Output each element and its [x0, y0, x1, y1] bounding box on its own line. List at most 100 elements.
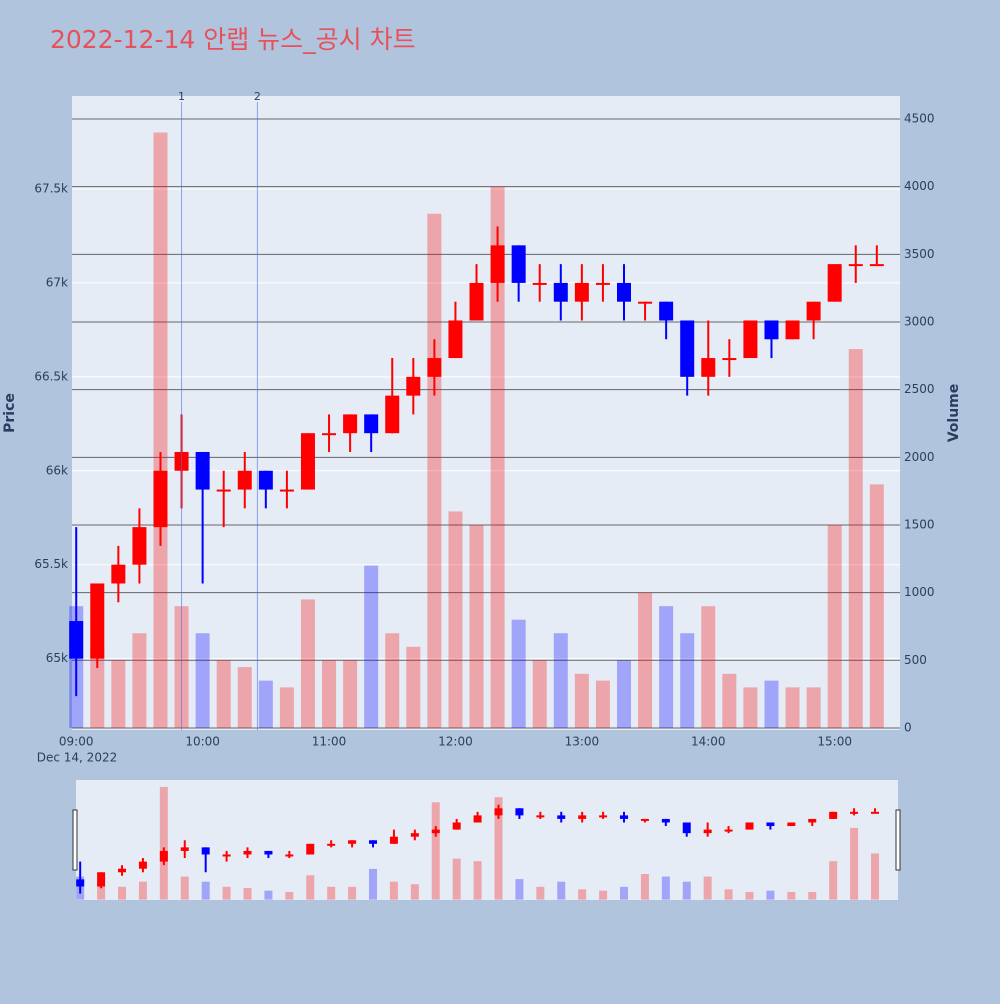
candle-body — [787, 822, 796, 827]
y2-tick-label: 2000 — [904, 450, 935, 464]
volume-bar — [680, 633, 695, 728]
candle-body — [827, 264, 842, 302]
volume-bar — [201, 881, 210, 900]
candle-body — [389, 836, 398, 844]
candle-body — [385, 395, 400, 434]
volume-bar — [90, 646, 105, 728]
candle-body — [578, 815, 587, 819]
candle-body — [348, 840, 357, 844]
volume-bar — [578, 889, 587, 900]
volume-bar — [180, 876, 189, 900]
volume-bar — [829, 861, 838, 900]
volume-bar — [703, 876, 712, 900]
candle-body — [258, 470, 273, 490]
volume-bar — [620, 886, 628, 900]
candle-body — [306, 843, 315, 855]
volume-bar — [870, 853, 879, 900]
range-handle[interactable] — [72, 809, 78, 871]
volume-bar — [766, 890, 775, 900]
volume-bar — [869, 484, 884, 728]
candle-body — [410, 833, 419, 837]
volume-bar — [536, 886, 545, 900]
candle-body — [222, 854, 231, 857]
volume-bar — [701, 606, 716, 728]
candle-body — [180, 847, 189, 851]
candle-body — [264, 850, 273, 855]
volume-bar — [279, 687, 294, 728]
candle-body — [806, 301, 821, 321]
volume-bar — [258, 680, 273, 728]
volume-bar — [764, 680, 779, 728]
volume-bar — [195, 633, 210, 728]
volume-bar — [406, 646, 421, 728]
volume-bar — [385, 633, 400, 728]
candle-body — [638, 301, 653, 304]
volume-bar — [410, 884, 419, 900]
candle-body — [599, 815, 608, 818]
candle-body — [243, 850, 252, 855]
candle-body — [364, 414, 379, 434]
candle-body — [659, 301, 674, 321]
x-tick-label: 15:00 — [817, 735, 852, 749]
candle-body — [153, 470, 168, 528]
candle-body — [132, 527, 147, 565]
candle-body — [201, 847, 210, 855]
candle-body — [111, 564, 126, 584]
volume-bar — [638, 592, 653, 728]
candle-body — [195, 451, 210, 490]
volume-bar — [473, 861, 482, 900]
x-tick-label: 13:00 — [565, 735, 600, 749]
volume-bar — [343, 660, 358, 728]
candle-body — [216, 489, 231, 492]
y-axis-title: Price — [2, 393, 18, 433]
volume-bar — [216, 660, 231, 728]
volume-bar — [285, 891, 294, 900]
candle-body — [640, 818, 649, 821]
candle-body — [574, 282, 589, 302]
candle-body — [97, 872, 106, 887]
volume-bar — [806, 687, 821, 728]
candle-body — [431, 829, 440, 834]
y2-tick-label: 500 — [904, 653, 927, 667]
range-slider[interactable] — [76, 780, 898, 900]
volume-bar — [448, 511, 463, 728]
y2-tick-label: 3000 — [904, 314, 935, 328]
candle-body — [722, 358, 737, 361]
volume-bar — [850, 827, 859, 900]
volume-bar — [557, 881, 566, 900]
plot-area — [72, 96, 900, 730]
volume-bar — [722, 673, 737, 728]
candle-body — [829, 811, 838, 819]
candle-body — [300, 433, 315, 490]
volume-bar — [808, 891, 817, 900]
volume-bar — [511, 619, 526, 728]
volume-bar — [617, 660, 631, 728]
candle-body — [511, 245, 526, 283]
candle-body — [532, 282, 547, 285]
volume-bar — [827, 524, 842, 728]
y2-tick-label: 4000 — [904, 179, 935, 193]
candle-body — [703, 829, 712, 834]
volume-bar — [532, 660, 547, 728]
volume-bar — [848, 349, 863, 728]
candle-body — [427, 358, 442, 377]
y-tick-label: 65k — [46, 651, 68, 665]
y2-tick-label: 3500 — [904, 247, 935, 261]
volume-bar — [469, 524, 484, 728]
y-tick-label: 66.5k — [34, 369, 68, 383]
volume-bar — [553, 633, 568, 728]
volume-bar — [118, 886, 127, 900]
volume-bar — [785, 687, 800, 728]
volume-bar — [264, 890, 273, 900]
range-handle[interactable] — [895, 809, 901, 871]
candle-body — [536, 815, 545, 818]
candle-body — [118, 868, 127, 873]
x-tick-label: 12:00 — [438, 735, 473, 749]
volume-bar — [132, 633, 147, 728]
candle-body — [743, 320, 758, 359]
y-tick-label: 67.5k — [34, 181, 68, 195]
candle-body — [764, 320, 779, 340]
x-tick-label: 14:00 — [691, 735, 726, 749]
candle-body — [745, 822, 754, 830]
candle-body — [159, 850, 168, 862]
